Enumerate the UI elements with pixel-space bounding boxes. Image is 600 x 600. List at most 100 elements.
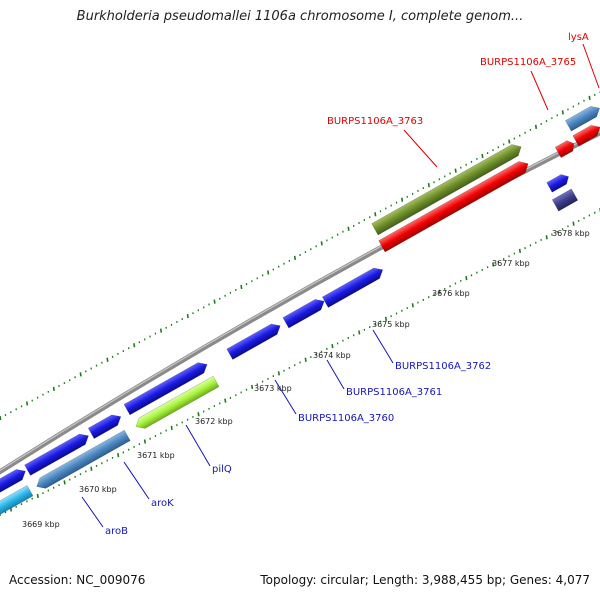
leader-burps-3765 [530, 70, 549, 111]
gene-blue-right[interactable] [546, 172, 572, 193]
upper-track-tick [374, 212, 377, 217]
lower-track-tick [36, 493, 39, 499]
lower-track-tick [331, 344, 334, 349]
gene-blue-7-shape [321, 267, 384, 308]
tick-label-3672: 3672 kbp [195, 417, 233, 426]
gene-blue-1[interactable] [0, 466, 28, 497]
gene-label-lysA[interactable]: lysA [568, 32, 589, 43]
upper-track-tick [79, 372, 82, 377]
tick-label-3676: 3676 kbp [432, 289, 470, 298]
gene-blue-5-shape [226, 323, 281, 360]
leader-pilQ [185, 424, 211, 467]
lower-track-tick [411, 303, 414, 308]
lower-track-tick [197, 412, 200, 417]
gene-olive[interactable] [371, 141, 525, 236]
gene-red-3763[interactable] [378, 158, 532, 253]
upper-track-tick [106, 357, 109, 362]
tick-label-3671: 3671 kbp [137, 451, 175, 460]
lower-track-tick [572, 221, 575, 226]
leader-lysA [582, 43, 600, 89]
lower-track-tick [224, 398, 227, 403]
gene-purple-right[interactable] [551, 188, 579, 212]
upper-track-tick [454, 168, 457, 173]
gene-blue-4[interactable] [123, 359, 210, 416]
upper-track-tick [52, 386, 55, 392]
upper-track-tick [534, 124, 538, 130]
gene-steel-right[interactable] [564, 103, 600, 132]
tick-label-3673: 3673 kbp [254, 384, 292, 393]
lower-track-tick [492, 262, 495, 267]
upper-track-tick [588, 95, 591, 100]
lower-track-tick [545, 235, 548, 240]
leader-burps-3761 [326, 359, 345, 390]
tick-label-3675: 3675 kbp [372, 320, 410, 329]
gene-label-pilQ[interactable]: pilQ [212, 464, 232, 475]
gene-red-right-shape [572, 125, 600, 147]
gene-lime-pilQ-shape [135, 375, 220, 429]
gene-blue-3[interactable] [87, 411, 124, 439]
lower-track-tick [358, 330, 361, 335]
gene-blue-6-shape [282, 299, 325, 329]
leader-aroK [123, 461, 150, 500]
gene-red-small-shape [554, 140, 575, 159]
upper-track-tick [400, 197, 404, 202]
gene-blue-5[interactable] [226, 321, 283, 360]
gene-lime-pilQ[interactable] [133, 375, 220, 432]
label-leaders [81, 43, 600, 528]
upper-track-tick [481, 153, 484, 159]
lower-track-tick [117, 452, 120, 458]
upper-track-tick [186, 314, 189, 319]
leader-burps-3763 [403, 129, 438, 168]
upper-track-tick [0, 415, 2, 421]
gene-blue-2[interactable] [24, 431, 92, 476]
lower-track-tick [465, 275, 468, 281]
leader-burps-3762 [372, 329, 394, 364]
lower-track-tick [304, 357, 307, 362]
gene-cyan-aroB[interactable] [0, 485, 34, 518]
gene-label-burps-3760[interactable]: BURPS1106A_3760 [298, 413, 394, 424]
lower-track-tick [438, 289, 441, 294]
lower-track-tick [277, 371, 280, 376]
gene-label-burps-3765[interactable]: BURPS1106A_3765 [480, 57, 576, 68]
lower-track-tick [90, 466, 93, 471]
upper-track-tick [159, 328, 163, 333]
upper-track-tick [293, 255, 297, 261]
lower-track-tick [518, 248, 522, 253]
lower-track-tick [63, 480, 66, 485]
gene-steel-aroK-shape [36, 429, 131, 489]
gene-steel-aroK[interactable] [34, 429, 131, 492]
tick-tracks [0, 91, 600, 516]
gene-label-burps-3761[interactable]: BURPS1106A_3761 [346, 387, 442, 398]
gene-label-burps-3763[interactable]: BURPS1106A_3763 [327, 116, 423, 127]
gene-purple-right-shape [551, 188, 579, 212]
upper-track-tick [240, 284, 243, 290]
gene-red-small[interactable] [554, 138, 577, 159]
tick-label-3674: 3674 kbp [313, 351, 351, 360]
accession-text: Accession: NC_009076 [9, 573, 146, 587]
genome-summary-text: Topology: circular; Length: 3,988,455 bp… [260, 573, 590, 587]
gene-features[interactable] [0, 103, 600, 519]
gene-label-aroB[interactable]: aroB [105, 526, 128, 537]
tick-label-3678: 3678 kbp [552, 229, 590, 238]
gene-blue-7[interactable] [321, 265, 385, 308]
upper-track-tick [320, 241, 323, 246]
gene-blue-6[interactable] [282, 296, 327, 329]
gene-blue-1-shape [0, 469, 26, 497]
gene-olive-shape [371, 144, 522, 236]
lower-track-tick [170, 425, 173, 430]
upper-track-tick [133, 343, 136, 348]
gene-label-aroK[interactable]: aroK [151, 498, 174, 509]
lower-track-tick [384, 316, 388, 322]
map-title: Burkholderia pseudomallei 1106a chromoso… [76, 9, 524, 24]
tick-label-3677: 3677 kbp [492, 259, 530, 268]
upper-track-tick [267, 270, 270, 275]
lower-track-tick [250, 384, 254, 390]
gene-blue-2-shape [24, 433, 89, 476]
leader-aroB [81, 496, 104, 528]
gene-red-right[interactable] [572, 122, 600, 147]
upper-track-tick [25, 401, 29, 406]
gene-label-burps-3762[interactable]: BURPS1106A_3762 [395, 361, 491, 372]
gene-cyan-aroB-shape [0, 485, 34, 516]
gene-steel-right-shape [564, 106, 600, 132]
